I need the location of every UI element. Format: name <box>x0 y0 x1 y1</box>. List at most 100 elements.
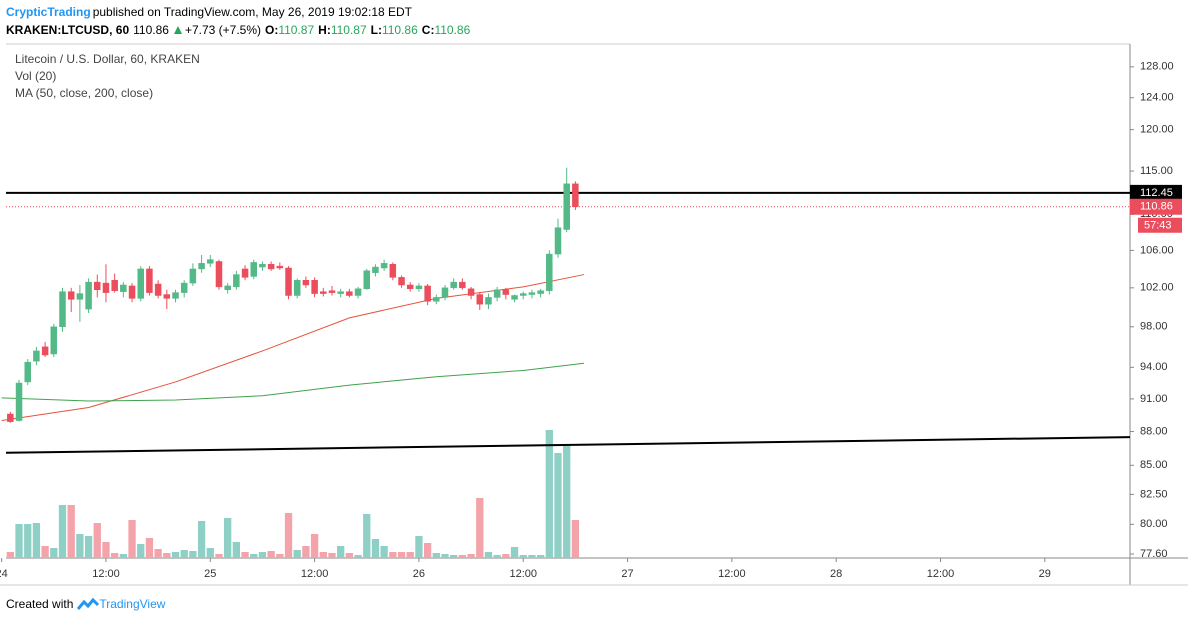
volume-bar <box>50 548 58 558</box>
author[interactable]: CrypticTrading <box>6 5 91 19</box>
brand[interactable]: TradingView <box>99 597 166 611</box>
x-tick-label: 12:00 <box>718 568 746 580</box>
volume-bar <box>232 542 241 558</box>
volume-bar <box>6 552 14 558</box>
volume-bar <box>111 553 119 558</box>
candle-body <box>59 291 66 328</box>
candle-body <box>372 266 379 273</box>
x-tick-label: 25 <box>204 568 216 580</box>
ma-line <box>1 362 585 402</box>
x-tick-label: 29 <box>1039 568 1051 580</box>
y-tick-label: 98.00 <box>1140 321 1168 333</box>
volume-bar <box>397 552 406 558</box>
volume-bar <box>536 555 545 558</box>
volume-bar <box>389 552 397 558</box>
x-tick-label: 26 <box>413 568 425 580</box>
y-tick-label: 106.00 <box>1140 244 1174 256</box>
candle-body <box>189 268 197 284</box>
volume-bar <box>67 505 75 558</box>
volume-bar <box>224 518 232 558</box>
volume-bar <box>310 534 319 558</box>
candle-body <box>354 288 362 296</box>
candle-body <box>328 290 336 293</box>
volume-bar <box>76 534 84 558</box>
volume-bar <box>119 554 128 558</box>
candle-body <box>259 264 266 268</box>
volume-bar <box>284 513 293 558</box>
x-tick-label: 28 <box>830 568 842 580</box>
candle-body <box>337 291 344 294</box>
volume-bar <box>519 555 527 558</box>
volume-bar <box>258 552 267 558</box>
candle-body <box>406 284 414 290</box>
candle-body <box>180 282 188 293</box>
y-tick-label: 124.00 <box>1140 92 1174 104</box>
candle-body <box>415 285 423 290</box>
header-line: CrypticTrading published on TradingView.c… <box>6 5 416 19</box>
hline-label: 112.45 <box>1140 187 1173 199</box>
volume-bar <box>267 551 275 558</box>
candle-body <box>163 294 171 299</box>
candle-body <box>433 297 440 302</box>
candle-body <box>137 268 144 299</box>
candle-body <box>363 270 371 290</box>
candle-body <box>546 253 553 291</box>
volume-bar <box>345 553 354 558</box>
change: +7.73 (+7.5%) <box>184 23 261 37</box>
x-tick-label: 27 <box>621 568 633 580</box>
volume-bar <box>102 542 110 558</box>
trendline <box>5 436 1131 454</box>
y-tick-label: 82.50 <box>1140 488 1168 500</box>
candle-body <box>493 289 501 298</box>
candle-body <box>320 291 327 294</box>
y-tick-label: 115.00 <box>1140 165 1173 177</box>
y-tick-label: 80.00 <box>1140 518 1168 530</box>
volume-bar <box>337 546 345 558</box>
countdown-bg <box>1138 217 1182 233</box>
hline-label-bg <box>1130 184 1182 201</box>
candle-body <box>572 183 579 208</box>
candle-body <box>50 326 58 355</box>
x-tick-label: 24 <box>0 568 8 580</box>
volume-bar <box>354 555 362 558</box>
volume-bar <box>371 539 380 558</box>
candle-body <box>85 281 92 310</box>
volume-bar <box>441 554 449 558</box>
candle-body <box>293 279 301 296</box>
volume-bar <box>510 547 519 558</box>
l-value: 110.86 <box>381 23 418 37</box>
volume-bar <box>180 550 188 558</box>
volume-bar <box>406 552 414 558</box>
y-tick-label: 91.00 <box>1140 393 1168 405</box>
volume-bar <box>563 446 571 558</box>
created-with: Created with <box>6 597 74 611</box>
candle-body <box>198 263 205 270</box>
x-tick-label: 12:00 <box>927 568 955 580</box>
candle-body <box>441 287 449 298</box>
candle-body <box>15 382 23 421</box>
candle-body <box>502 289 510 295</box>
logo <box>77 597 100 610</box>
candle-body <box>172 292 179 299</box>
candle-body <box>24 361 31 383</box>
o-label: O: <box>265 23 279 37</box>
candle-body <box>563 183 570 230</box>
volume-bar <box>189 551 197 558</box>
candle-body <box>250 262 257 277</box>
x-tick-label: 12:00 <box>301 568 329 580</box>
volume-bar <box>502 554 510 558</box>
y-tick-label: 120.00 <box>1140 124 1174 136</box>
volume-bar <box>32 523 41 558</box>
legend-entry: MA (50, close, 200, close) <box>15 86 153 100</box>
y-tick-label: 128.00 <box>1140 61 1174 73</box>
volume-bar <box>415 536 423 558</box>
volume-bar <box>24 524 32 558</box>
volume-bar <box>171 552 180 558</box>
candle-body <box>476 294 484 305</box>
volume-bar <box>241 552 249 558</box>
volume-bar <box>432 553 440 558</box>
candle-body <box>485 297 492 305</box>
candle-body <box>537 290 544 294</box>
candle-body <box>285 267 292 296</box>
